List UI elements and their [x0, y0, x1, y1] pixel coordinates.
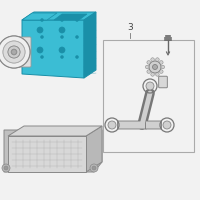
- Circle shape: [151, 73, 154, 76]
- Circle shape: [147, 61, 150, 64]
- Circle shape: [8, 46, 20, 58]
- FancyBboxPatch shape: [11, 37, 31, 67]
- Circle shape: [156, 73, 159, 76]
- Circle shape: [40, 19, 44, 21]
- FancyBboxPatch shape: [118, 121, 146, 129]
- Circle shape: [76, 19, 78, 21]
- Circle shape: [146, 82, 154, 90]
- Polygon shape: [54, 14, 87, 20]
- Circle shape: [12, 49, 16, 54]
- Circle shape: [3, 41, 25, 63]
- Circle shape: [8, 46, 20, 58]
- Circle shape: [151, 58, 154, 61]
- Polygon shape: [8, 126, 102, 136]
- Circle shape: [90, 164, 98, 172]
- Polygon shape: [4, 130, 102, 172]
- Circle shape: [60, 55, 64, 58]
- Circle shape: [161, 65, 165, 69]
- Circle shape: [4, 166, 8, 170]
- Polygon shape: [86, 126, 102, 172]
- Text: 3: 3: [127, 23, 133, 32]
- Circle shape: [59, 27, 65, 33]
- Bar: [8, 136, 86, 172]
- Circle shape: [76, 36, 78, 38]
- FancyBboxPatch shape: [146, 121, 162, 129]
- Circle shape: [3, 41, 25, 63]
- Circle shape: [59, 47, 65, 53]
- Circle shape: [0, 36, 30, 68]
- Circle shape: [76, 55, 78, 58]
- Circle shape: [2, 164, 10, 172]
- Circle shape: [11, 49, 17, 55]
- Circle shape: [92, 166, 96, 170]
- Circle shape: [60, 36, 64, 38]
- Circle shape: [37, 47, 43, 53]
- Circle shape: [156, 58, 159, 61]
- Bar: [103, 40, 194, 152]
- Circle shape: [153, 64, 158, 70]
- Circle shape: [60, 19, 64, 21]
- FancyBboxPatch shape: [159, 76, 167, 88]
- Circle shape: [145, 65, 149, 69]
- Polygon shape: [22, 12, 96, 20]
- Circle shape: [108, 121, 116, 129]
- Circle shape: [147, 70, 150, 73]
- Polygon shape: [22, 13, 57, 20]
- Circle shape: [40, 36, 44, 38]
- Circle shape: [160, 61, 163, 64]
- Circle shape: [149, 61, 161, 73]
- Circle shape: [163, 121, 171, 129]
- Circle shape: [160, 70, 163, 73]
- Circle shape: [37, 27, 43, 33]
- Circle shape: [0, 36, 30, 68]
- Circle shape: [40, 55, 44, 58]
- Polygon shape: [84, 12, 96, 78]
- Polygon shape: [22, 20, 84, 78]
